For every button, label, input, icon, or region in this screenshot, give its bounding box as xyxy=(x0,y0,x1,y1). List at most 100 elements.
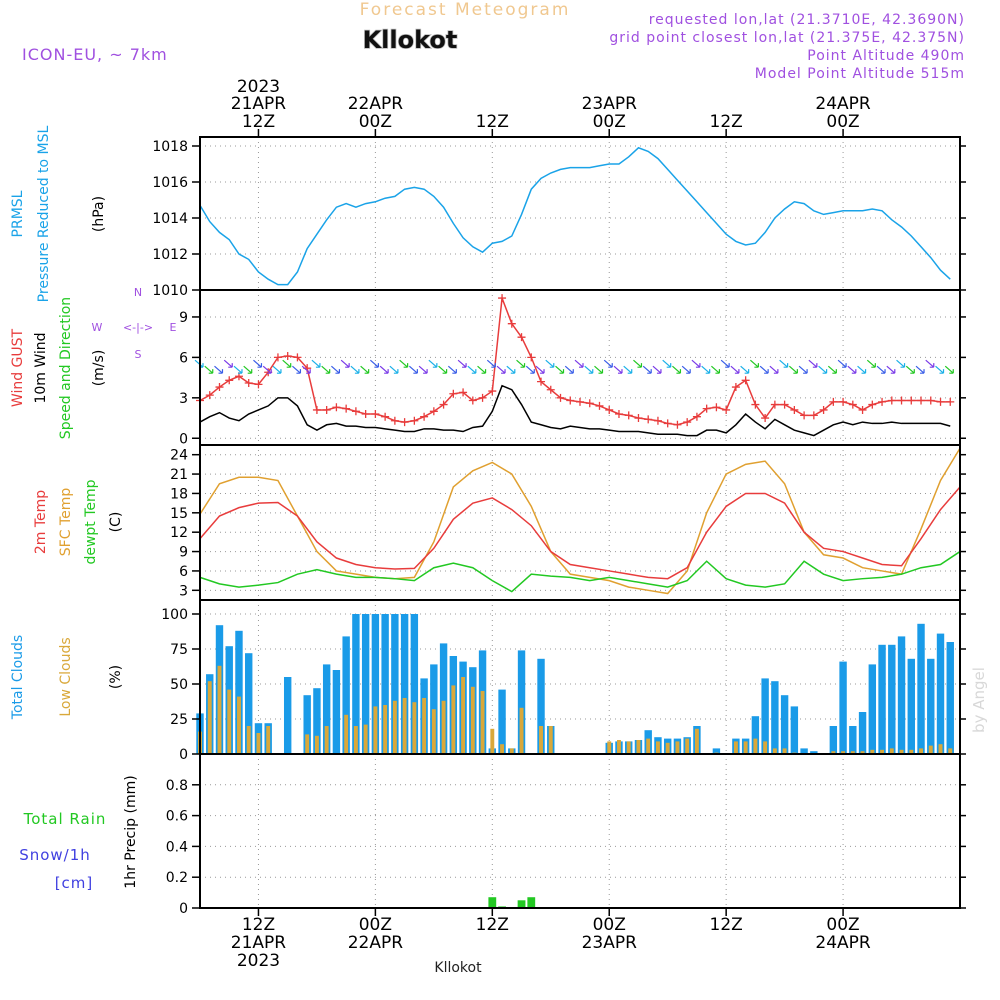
total-cloud-bar xyxy=(322,664,331,754)
gust-point xyxy=(858,405,867,414)
total-cloud-bar xyxy=(878,644,886,754)
low-cloud-bar xyxy=(743,741,748,754)
gust-point xyxy=(576,397,584,406)
low-cloud-bar xyxy=(948,748,953,754)
wind-direction-arrow-icon xyxy=(506,365,516,374)
gust-point xyxy=(439,400,448,409)
y-tick-label: 9 xyxy=(179,545,188,561)
wind-direction-arrow-icon xyxy=(759,365,769,374)
total-cloud-bar xyxy=(371,614,380,754)
top-axis-hour: 00Z xyxy=(826,112,859,132)
low-cloud-bar xyxy=(441,700,446,754)
low-cloud-bar xyxy=(889,748,894,754)
pressure-line xyxy=(199,146,951,286)
direction-south: S xyxy=(135,348,142,361)
wind-direction-arrow-icon xyxy=(516,359,526,368)
gust-point xyxy=(614,410,623,418)
bottom-axis-date: 21APR xyxy=(231,933,287,953)
wind-direction-arrow-icon xyxy=(574,359,584,368)
low-cloud-bar xyxy=(266,726,271,754)
wind-direction-arrow-icon xyxy=(555,365,565,374)
low-clouds-label: Low Clouds xyxy=(58,637,74,716)
wind-direction-arrow-icon xyxy=(457,359,467,368)
wind-direction-arrow-icon xyxy=(915,365,925,374)
low-cloud-bar xyxy=(383,705,388,754)
bottom-axis-hour: 00Z xyxy=(359,915,392,935)
wind-direction-arrow-icon xyxy=(379,365,389,374)
low-cloud-bar xyxy=(246,726,251,754)
gust-point xyxy=(342,404,351,413)
wind-direction-arrow-icon xyxy=(779,359,789,368)
wind-speed-line xyxy=(199,384,951,437)
gust-point xyxy=(819,405,828,414)
low-cloud-bar xyxy=(656,741,660,754)
total-cloud-bar xyxy=(537,658,545,754)
y-tick-label: 24 xyxy=(170,448,188,464)
wind-direction-arrow-icon xyxy=(896,359,906,368)
y-tick-label: 100 xyxy=(161,607,188,623)
y-tick-label: 6 xyxy=(179,564,188,580)
low-cloud-bar xyxy=(841,751,846,754)
low-cloud-bar xyxy=(539,726,543,754)
low-cloud-bar xyxy=(353,726,358,754)
precip-unit: 1hr Precip (mm) xyxy=(123,775,139,888)
low-cloud-bar xyxy=(451,685,456,754)
wind-direction-arrow-icon xyxy=(438,365,448,374)
total-cloud-bar xyxy=(868,664,877,754)
wind-direction-arrow-icon xyxy=(594,365,604,374)
bottom-axis-hour: 12Z xyxy=(710,915,743,935)
gust-point xyxy=(537,377,546,386)
low-cloud-bar xyxy=(500,744,504,754)
low-cloud-bar xyxy=(217,665,222,754)
total-cloud-bar xyxy=(498,689,506,754)
y-tick-label: 25 xyxy=(170,712,188,728)
wind-direction-arrow-icon xyxy=(408,365,418,374)
gust-point xyxy=(225,376,234,385)
gust-point xyxy=(673,420,682,429)
low-cloud-bar xyxy=(519,707,524,754)
gust-point xyxy=(780,400,789,409)
wind-direction-arrow-icon xyxy=(720,359,730,368)
wind-direction-arrow-icon xyxy=(311,359,321,368)
bottom-axis-hour: 12Z xyxy=(476,915,509,935)
wind-direction-arrow-icon xyxy=(486,359,496,368)
low-cloud-bar xyxy=(675,741,680,754)
top-axis-hour: 12Z xyxy=(710,112,743,132)
gust-point xyxy=(517,333,526,342)
total-cloud-bar xyxy=(245,653,253,754)
wind-direction-arrow-icon xyxy=(876,365,886,374)
low-cloud-bar xyxy=(626,741,631,754)
wind-direction-arrow-icon xyxy=(418,365,428,374)
low-cloud-bar xyxy=(431,709,436,754)
total-clouds-label: Total Clouds xyxy=(10,635,26,720)
total-cloud-bar xyxy=(332,670,341,754)
panel-frame xyxy=(199,136,961,291)
wind-direction-arrow-icon xyxy=(331,365,341,374)
rain-bar xyxy=(527,897,536,908)
wind-direction-arrow-icon xyxy=(740,365,750,374)
wind-direction-arrow-icon xyxy=(613,365,623,374)
wind-direction-arrow-icon xyxy=(935,365,945,374)
gust-point xyxy=(283,352,292,361)
sfc-temp-label: SFC Temp xyxy=(58,488,74,557)
gust-point xyxy=(897,396,906,405)
wind-direction-label: Speed and Direction xyxy=(58,297,74,439)
low-cloud-bar xyxy=(373,706,378,754)
bottom-axis-year: 2023 xyxy=(237,951,280,971)
grid-layer xyxy=(200,137,960,909)
requested-point-label: requested lon,lat (21.3710E, 42.3690N) xyxy=(649,12,965,28)
gust-point xyxy=(381,412,390,421)
top-axis-hour: 00Z xyxy=(359,112,392,132)
gust-point xyxy=(712,403,721,412)
total-cloud-bar xyxy=(839,661,847,754)
total-cloud-bar xyxy=(771,681,779,754)
gust-point xyxy=(653,416,662,425)
wind-direction-arrow-icon xyxy=(925,359,935,368)
pressure-label: PRMSL xyxy=(10,190,26,237)
wind-direction-arrow-icon xyxy=(681,365,691,374)
gust-point xyxy=(702,404,711,413)
wind-direction-arrow-icon xyxy=(662,359,672,368)
y-tick-label: 1012 xyxy=(152,247,188,263)
y-tick-label: 18 xyxy=(170,486,188,502)
low-cloud-bar xyxy=(305,734,310,754)
